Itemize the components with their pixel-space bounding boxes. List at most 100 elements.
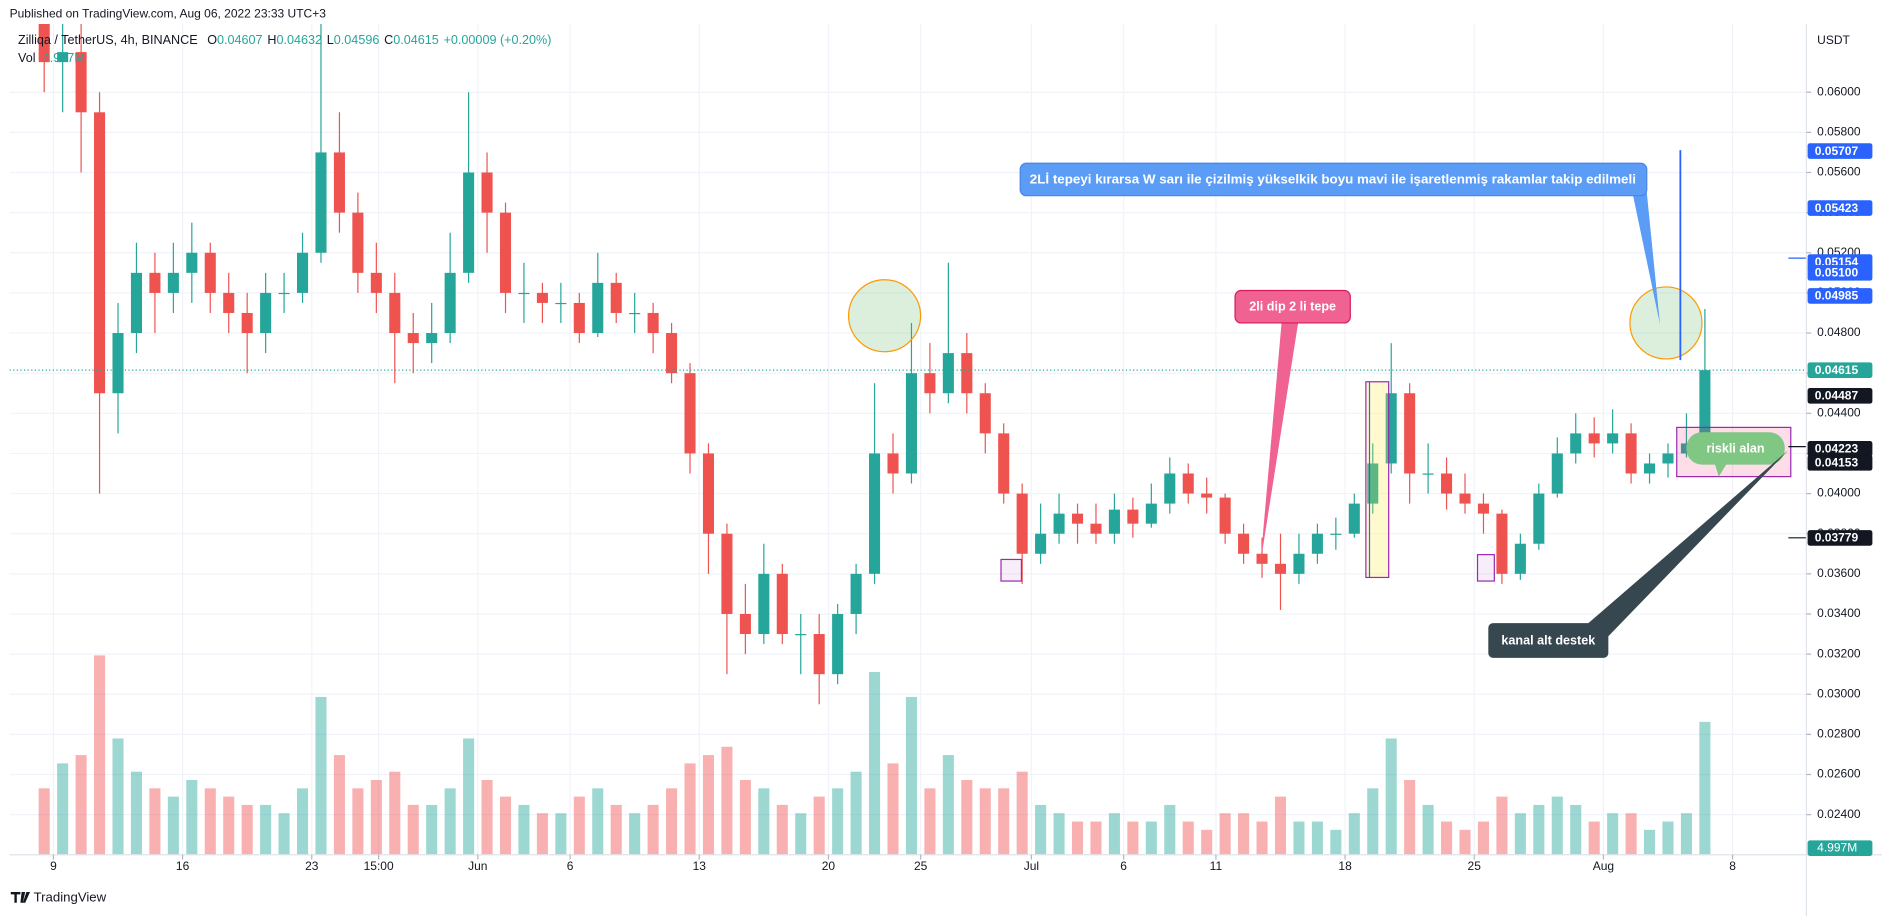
candle-body bbox=[1201, 493, 1213, 498]
volume-bar bbox=[647, 804, 659, 855]
candle-body bbox=[795, 634, 807, 636]
volume-bar bbox=[38, 788, 50, 855]
x-tick-label: 13 bbox=[693, 859, 707, 873]
volume-bar bbox=[1385, 738, 1397, 855]
symbol-name: Zilliqa / TetherUS, 4h, BINANCE bbox=[18, 33, 198, 47]
x-tick-label: 25 bbox=[1468, 859, 1482, 873]
callout-text: kanal alt destek bbox=[1501, 633, 1596, 647]
volume-bar bbox=[1625, 813, 1637, 855]
volume-bar bbox=[1441, 821, 1453, 855]
price-mark-label: 0.05100 bbox=[1815, 266, 1859, 280]
brand-name: TradingView bbox=[34, 889, 107, 904]
candle-body bbox=[536, 292, 548, 303]
x-tick-label: Jul bbox=[1024, 859, 1039, 873]
candle-body bbox=[296, 252, 309, 293]
volume-bar bbox=[961, 780, 973, 855]
candle-body bbox=[186, 252, 198, 273]
volume-bar bbox=[1644, 829, 1656, 855]
drawings: 2Lİ tepeyi kırarsa W sarı ile çizilmiş y… bbox=[847, 150, 1807, 658]
candle-body bbox=[444, 272, 456, 334]
y-tick-label: 0.04800 bbox=[1817, 325, 1861, 339]
x-tick-label: 25 bbox=[914, 859, 928, 873]
circle-drawing bbox=[1629, 286, 1703, 360]
candle-body bbox=[1385, 393, 1397, 464]
candle-body bbox=[389, 292, 401, 334]
candle-body bbox=[702, 453, 715, 534]
candle-body bbox=[260, 292, 272, 334]
candle-body bbox=[1570, 433, 1582, 454]
candle-body bbox=[1644, 463, 1656, 474]
candle-body bbox=[573, 302, 585, 334]
volume-bar bbox=[721, 746, 733, 855]
callout-pointer bbox=[1632, 192, 1660, 325]
volume-bar bbox=[1330, 829, 1342, 855]
candle-body bbox=[758, 573, 770, 635]
volume-bar bbox=[1551, 796, 1563, 855]
volume-bar bbox=[1090, 821, 1102, 855]
price-mark bbox=[1807, 388, 1873, 404]
volume-bar bbox=[94, 655, 106, 855]
volume-bar bbox=[1607, 813, 1619, 855]
candle-body bbox=[499, 212, 512, 293]
candle-body bbox=[1256, 553, 1268, 564]
volume-bar bbox=[426, 804, 438, 855]
volume-bar bbox=[1533, 804, 1545, 855]
candle-body bbox=[1090, 523, 1102, 534]
volume-bar bbox=[1164, 804, 1176, 855]
candle-body bbox=[776, 573, 788, 635]
published-note: Published on TradingView.com, Aug 06, 20… bbox=[10, 7, 327, 21]
candle-body bbox=[813, 634, 825, 675]
price-mark bbox=[1807, 288, 1873, 304]
candle-body bbox=[1348, 503, 1360, 534]
price-mark-label: 0.04615 bbox=[1815, 363, 1859, 377]
x-tick-label: Aug bbox=[1593, 859, 1614, 873]
candle-body bbox=[1053, 513, 1065, 534]
candle-body bbox=[94, 112, 106, 394]
volume-bar bbox=[887, 763, 899, 855]
volume-bar bbox=[684, 763, 696, 855]
volume-bar bbox=[850, 771, 862, 855]
candle-body bbox=[426, 333, 438, 344]
candle-body bbox=[832, 613, 844, 675]
x-tick-label: 6 bbox=[567, 859, 574, 873]
candle-body bbox=[1293, 553, 1305, 574]
candle-body bbox=[223, 292, 235, 313]
candle-body bbox=[647, 312, 659, 334]
candle-body bbox=[1182, 473, 1194, 494]
candle-body bbox=[592, 282, 604, 334]
volume-bar bbox=[1201, 829, 1213, 855]
price-mark bbox=[1807, 362, 1873, 378]
volume-bar bbox=[296, 788, 309, 855]
footer-brand: TradingView bbox=[10, 889, 107, 904]
x-tick-label: 6 bbox=[1120, 859, 1127, 873]
candle-body bbox=[555, 302, 567, 305]
volume-bar bbox=[370, 780, 382, 855]
candle-body bbox=[204, 252, 216, 293]
price-mark-label: 0.05707 bbox=[1815, 144, 1859, 158]
volume-bar bbox=[629, 813, 641, 855]
candle-body bbox=[979, 393, 991, 434]
volume-bar bbox=[905, 696, 917, 855]
candle-body bbox=[57, 52, 69, 63]
candle-body bbox=[961, 353, 973, 394]
volume-bar bbox=[204, 788, 216, 855]
candle-body bbox=[869, 453, 881, 574]
circle-drawing bbox=[847, 279, 922, 353]
volume-bar bbox=[555, 813, 567, 855]
x-tick-label: 18 bbox=[1338, 859, 1352, 873]
volume-bar bbox=[813, 796, 825, 855]
candle-body bbox=[610, 282, 622, 313]
volume-bar bbox=[758, 788, 770, 855]
y-tick-label: 0.02600 bbox=[1817, 767, 1861, 781]
volume-bar bbox=[389, 771, 401, 855]
candle-body bbox=[1164, 473, 1176, 504]
volume-bar bbox=[1016, 771, 1028, 855]
volume-bar bbox=[1293, 821, 1305, 855]
price-mark bbox=[1807, 455, 1873, 471]
volume-bar bbox=[333, 755, 345, 855]
volume-bar bbox=[1035, 804, 1047, 855]
volume-bar bbox=[1071, 821, 1084, 855]
volume-bar bbox=[1477, 821, 1490, 855]
candle-body bbox=[739, 613, 751, 635]
volume-bar bbox=[536, 813, 548, 855]
